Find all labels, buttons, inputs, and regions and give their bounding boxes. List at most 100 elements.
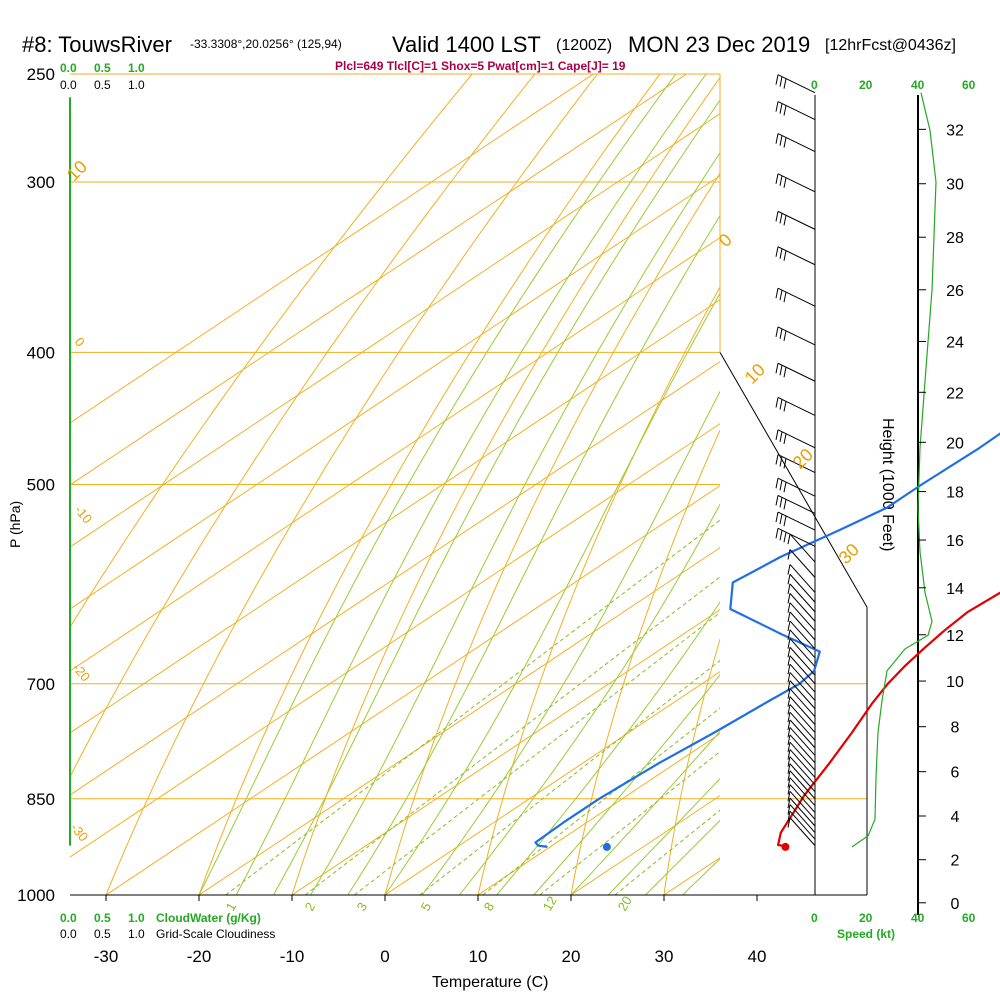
- wind-barb-feather: [787, 804, 791, 815]
- surface-dewpoint-dot: [602, 842, 611, 851]
- wind-barb-feather: [775, 454, 779, 465]
- wind-barb-feather: [787, 784, 791, 795]
- wind-barb-feather: [779, 399, 783, 410]
- height-tick-label: 32: [946, 122, 964, 139]
- wind-barb-feather: [787, 727, 791, 738]
- isotherm-label: 10: [741, 360, 769, 388]
- wind-bot-0: 0: [811, 911, 818, 925]
- wind-barb-feather: [787, 777, 791, 788]
- wind-barb-feather: [775, 74, 779, 85]
- wind-barb-staff: [777, 429, 816, 449]
- wind-barb-feather: [779, 290, 783, 301]
- wind-barb-staff: [789, 593, 816, 622]
- wind-bot-40: 40: [911, 911, 925, 925]
- moist-adiabat: [533, 674, 720, 895]
- x-tick-label: 10: [469, 947, 488, 966]
- adiabat-label: -30: [68, 820, 92, 844]
- wind-top-60: 60: [962, 78, 976, 92]
- wind-barb-feather: [787, 734, 791, 745]
- adiabat-label: -10: [72, 502, 96, 526]
- wind-barb-staff: [789, 655, 816, 685]
- wind-barb-staff: [789, 711, 816, 741]
- wind-barb-feather: [779, 513, 783, 525]
- wind-barb-staff: [789, 784, 816, 813]
- cloud-bot-black-1: 0.5: [94, 927, 111, 941]
- wind-barb-feather: [787, 564, 791, 575]
- wind-barb-feather: [783, 78, 787, 89]
- wind-barb-feather: [775, 495, 779, 506]
- cloud-top-green-0: 0.0: [60, 61, 77, 75]
- height-tick-label: 16: [946, 533, 964, 550]
- mixing-ratio-line: [539, 750, 720, 895]
- height-axis-title: Height (1000 Feet): [879, 418, 896, 551]
- wind-barb-staff: [777, 133, 816, 153]
- cloud-bot-green-1: 0.5: [94, 911, 111, 925]
- pressure-label: 700: [27, 675, 55, 694]
- cloud-scale-bottom: 0.0 0.5 1.0 CloudWater (g/Kg) 0.0 0.5 1.…: [60, 911, 275, 941]
- wind-barb-feather: [787, 629, 791, 640]
- wind-barb-feather: [783, 515, 787, 527]
- wind-barb-staff: [789, 797, 816, 827]
- wind-barb-feather: [787, 696, 791, 707]
- dry-adiabat: [570, 429, 720, 895]
- mixing-ratio-label: 12: [540, 893, 560, 913]
- wind-barb-staff: [789, 810, 816, 840]
- mixing-ratio-label: 3: [354, 900, 371, 914]
- wind-barb-feather: [783, 499, 787, 510]
- pressure-label: 850: [27, 790, 55, 809]
- adiabat-label: -20: [70, 660, 94, 684]
- wind-barb-staff: [789, 564, 816, 593]
- wind-barb-feather: [779, 431, 783, 442]
- station-coords: -33.3308°,20.0256° (125,94): [190, 37, 342, 51]
- wind-barb-staff: [789, 704, 816, 733]
- wind-barb-feather: [787, 704, 791, 715]
- mixing-ratio-line: [482, 707, 720, 895]
- speed-label: Speed (kt): [837, 927, 895, 941]
- wind-barb-feather: [787, 534, 791, 545]
- wind-barb-feather: [787, 688, 791, 699]
- wind-barb-staff: [777, 397, 816, 416]
- wind-barb-staff: [789, 790, 816, 820]
- dry-adiabat: [198, 74, 661, 895]
- wind-barb-feather: [787, 638, 791, 649]
- cloud-top-black-1: 0.5: [94, 78, 111, 92]
- wind-barb-feather: [779, 328, 783, 339]
- wind-barb-feather: [775, 478, 779, 489]
- wind-barb-feather: [787, 611, 791, 622]
- height-tick-label: 20: [946, 435, 964, 452]
- height-tick-label: 24: [946, 334, 964, 351]
- wind-barb-staff: [789, 763, 816, 793]
- cloud-bot-black-2: 1.0: [128, 927, 145, 941]
- wind-barb-staff: [789, 672, 816, 701]
- wind-barb-staff: [789, 638, 816, 667]
- station-title: #8: TouwsRiver: [22, 32, 172, 57]
- wind-barb-staff: [789, 749, 816, 778]
- wind-barb-feather: [787, 749, 791, 760]
- dry-adiabat: [477, 286, 720, 895]
- background-lines: [69, 73, 919, 915]
- moist-adiabat: [421, 390, 720, 895]
- wind-barb-feather: [775, 101, 779, 112]
- wind-barb-feather: [787, 811, 791, 822]
- valid-date: MON 23 Dec 2019: [628, 32, 810, 57]
- cloud-scale-top: 0.0 0.5 1.0 0.0 0.5 1.0: [60, 61, 145, 92]
- wind-barb-staff: [789, 646, 816, 676]
- wind-barb-feather: [787, 620, 791, 632]
- cloudwater-label: CloudWater (g/Kg): [156, 911, 261, 925]
- isotherm-line: [291, 609, 720, 895]
- mixing-ratio-label: 2: [302, 900, 319, 914]
- x-tick-label: -20: [187, 947, 212, 966]
- wind-barb-staff: [789, 756, 816, 785]
- wind-barb-feather: [775, 363, 779, 374]
- wind-barb-staff: [789, 696, 816, 725]
- wind-barb-staff: [789, 770, 816, 800]
- wind-barb-staff: [789, 583, 816, 613]
- wind-barb-feather: [787, 647, 791, 658]
- valid-time: Valid 1400 LST: [392, 32, 541, 57]
- wind-speed-scale: 0 20 40 60 0 20 40 60 Speed (kt): [811, 78, 976, 941]
- wind-barb-feather: [783, 177, 787, 188]
- wind-barb-feather: [783, 330, 787, 341]
- wind-barb-feather: [787, 672, 791, 683]
- wind-barb-feather: [787, 549, 791, 560]
- height-tick-label: 4: [951, 809, 960, 826]
